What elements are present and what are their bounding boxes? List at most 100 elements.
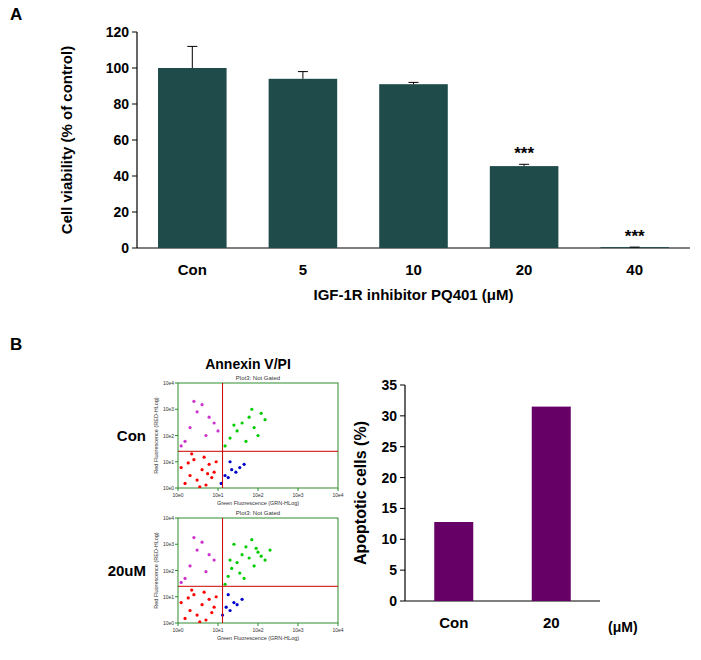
x-tick-label: 10e2 <box>252 627 263 633</box>
x-tick <box>218 623 219 626</box>
point <box>240 421 243 424</box>
x-tick-label: 10e0 <box>172 492 183 498</box>
error-bar <box>298 72 308 79</box>
y-tick-label: 15 <box>381 500 397 516</box>
y-tick-label: 60 <box>113 132 129 148</box>
point <box>230 567 233 570</box>
x-tick <box>218 488 219 491</box>
x-tick <box>298 623 299 626</box>
point <box>227 476 230 479</box>
y-tick <box>400 446 405 447</box>
point <box>208 553 211 556</box>
point <box>228 609 231 612</box>
y-tick <box>132 68 137 69</box>
y-tick <box>132 104 137 105</box>
point <box>195 613 198 616</box>
y-tick-label: 10 <box>381 531 397 547</box>
point <box>192 536 195 539</box>
y-tick <box>132 32 137 33</box>
y-tick-label: 25 <box>381 439 397 455</box>
y-tick <box>175 570 178 571</box>
y-tick <box>175 518 178 519</box>
bar <box>600 247 669 248</box>
point <box>187 596 190 599</box>
point <box>223 583 226 586</box>
panel-label: A <box>10 5 22 24</box>
error-bar <box>409 82 419 84</box>
panel-label: B <box>10 335 22 354</box>
point <box>203 591 206 594</box>
point <box>215 595 218 598</box>
x-tick-label: 10e1 <box>212 627 223 633</box>
point <box>187 461 190 464</box>
flow-plot: BAnnexin V/PIConPlot3: Not Gated10e010e1… <box>10 335 344 506</box>
point <box>183 577 186 580</box>
y-tick-label: 5 <box>389 562 397 578</box>
point <box>204 570 207 573</box>
y-tick <box>400 539 405 540</box>
point <box>260 412 263 415</box>
point <box>198 620 201 623</box>
point <box>232 543 235 546</box>
point <box>204 618 207 621</box>
point <box>188 474 191 477</box>
header: Annexin V/PI <box>205 356 291 372</box>
y-axis <box>136 32 137 248</box>
row-label: Con <box>117 427 146 444</box>
error-bar <box>187 46 197 68</box>
point <box>228 436 231 439</box>
point <box>213 606 216 609</box>
point <box>235 429 238 432</box>
annotation: *** <box>625 227 645 246</box>
y-tick-label: 10e3 <box>163 541 174 547</box>
y-tick <box>175 544 178 545</box>
point <box>253 426 256 429</box>
error-bar <box>519 164 529 166</box>
point <box>210 476 213 479</box>
point <box>238 571 241 574</box>
point <box>243 463 246 466</box>
point <box>243 577 246 580</box>
x-tick-label: 20 <box>543 614 560 631</box>
point <box>248 416 251 419</box>
point <box>190 588 193 591</box>
point <box>230 468 233 471</box>
y-tick <box>175 623 178 624</box>
point <box>263 418 266 421</box>
bar <box>379 84 448 248</box>
plot-frame <box>178 518 338 623</box>
point <box>208 463 211 466</box>
x-tick-label: 20 <box>516 261 533 278</box>
y-tick <box>132 248 137 249</box>
point <box>200 468 203 471</box>
y-tick-label: 10e0 <box>163 485 174 491</box>
point <box>250 408 253 411</box>
y-tick <box>400 601 405 602</box>
x-tick-label: 10e3 <box>292 492 303 498</box>
point <box>268 548 271 551</box>
x-tick-label: 10 <box>405 261 422 278</box>
point <box>244 545 247 548</box>
x-tick <box>258 623 259 626</box>
y-tick <box>400 415 405 416</box>
point <box>223 474 226 477</box>
point <box>253 564 256 567</box>
point <box>204 483 207 486</box>
y-tick-label: 10e4 <box>163 515 174 521</box>
point <box>228 460 231 463</box>
y-tick <box>132 140 137 141</box>
y-tick-label: 35 <box>381 377 397 393</box>
point <box>213 471 216 474</box>
point <box>204 434 207 437</box>
point <box>240 553 243 556</box>
point <box>244 440 247 443</box>
x-tick-label: 10e1 <box>212 492 223 498</box>
gate-line <box>178 586 338 587</box>
y-tick-label: 0 <box>389 593 397 609</box>
unit-label: (μM) <box>608 619 638 635</box>
point <box>200 403 203 406</box>
y-tick <box>175 488 178 489</box>
y-tick-label: 120 <box>106 24 130 40</box>
point <box>180 444 183 447</box>
point <box>248 556 251 559</box>
